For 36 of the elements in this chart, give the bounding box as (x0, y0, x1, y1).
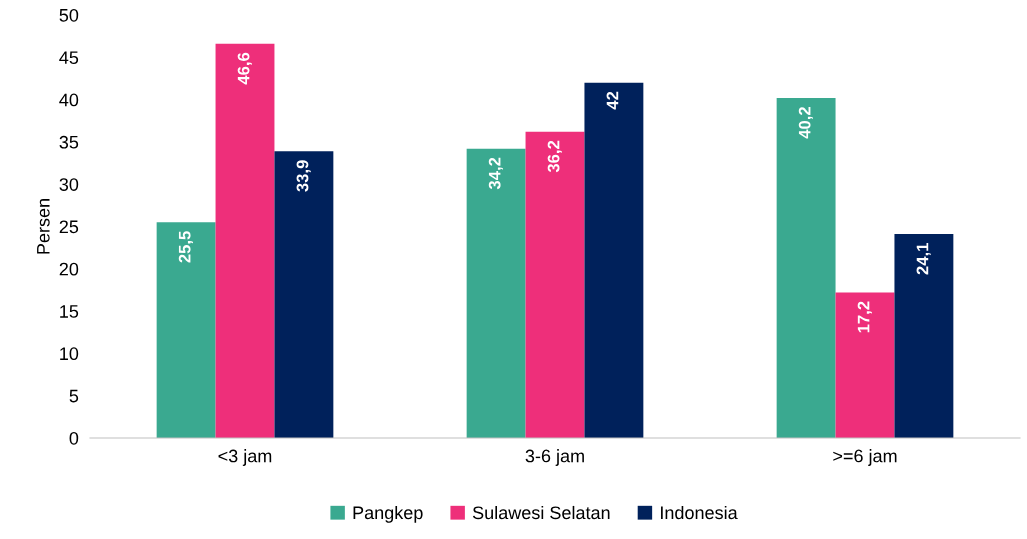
x-tick-label: 3-6 jam (525, 449, 584, 466)
y-tick-label: 10 (60, 347, 79, 361)
y-axis-title: Persen (37, 199, 50, 254)
data-label: 36,2 (547, 140, 562, 173)
bar (525, 131, 585, 438)
y-tick-label: 25 (59, 220, 79, 234)
x-tick-label: >=6 jam (833, 449, 897, 466)
bar (776, 97, 836, 438)
y-tick-label: 15 (60, 305, 79, 318)
legend-label: Indonesia (661, 505, 738, 520)
data-label: 17,2 (857, 301, 872, 333)
bar (215, 43, 275, 438)
y-tick-label: 20 (59, 262, 79, 276)
data-label: 33,9 (296, 160, 311, 192)
y-tick-label: 0 (69, 431, 79, 445)
y-tick-label: 30 (59, 178, 79, 191)
bar (835, 292, 895, 438)
bar (894, 234, 954, 438)
data-label: 40,2 (798, 107, 813, 139)
data-label: 24,1 (916, 243, 931, 275)
y-tick-label: 35 (59, 135, 79, 149)
legend-label: Sulawesi Selatan (472, 505, 610, 520)
data-label: 25,5 (178, 231, 193, 263)
bar (584, 82, 644, 438)
legend-label: Pangkep (353, 505, 423, 523)
data-label: 42 (606, 91, 619, 110)
bar (156, 222, 216, 438)
y-tick-label: 40 (59, 93, 79, 107)
bar (274, 151, 334, 438)
y-tick-label: 45 (59, 51, 79, 65)
y-tick-label: 50 (59, 8, 79, 22)
data-label: 34,2 (488, 157, 503, 190)
bar (466, 148, 526, 438)
data-label: 46,6 (237, 52, 252, 85)
x-tick-label: <3 jam (218, 449, 272, 466)
y-tick-label: 5 (69, 389, 79, 403)
